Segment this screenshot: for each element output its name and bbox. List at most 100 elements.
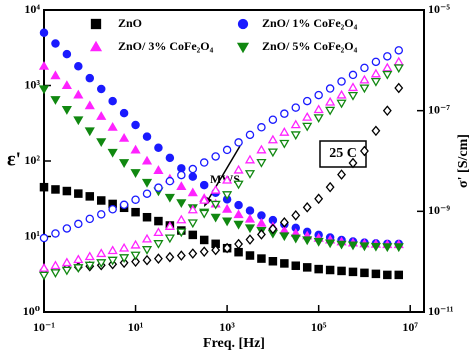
data-point — [348, 267, 358, 277]
data-point — [176, 250, 186, 261]
data-point — [164, 234, 175, 244]
data-point — [394, 46, 404, 55]
data-point — [141, 246, 153, 255]
data-point — [96, 248, 107, 258]
data-point — [51, 229, 60, 238]
data-point — [96, 196, 106, 205]
data-point — [96, 84, 106, 94]
data-point — [199, 180, 209, 190]
y-tick-label: 10² — [24, 153, 40, 167]
data-point — [107, 256, 118, 266]
data-point — [359, 242, 370, 252]
data-point — [50, 96, 61, 105]
data-point — [73, 116, 84, 126]
data-point — [256, 229, 266, 240]
y2-tick-label: 10⁻⁷ — [428, 102, 450, 116]
data-point — [256, 158, 267, 168]
data-point — [234, 247, 243, 257]
data-point — [85, 214, 95, 224]
data-point — [119, 242, 130, 252]
data-point — [62, 224, 72, 233]
data-point — [107, 121, 118, 131]
data-point — [280, 259, 289, 268]
data-point — [233, 209, 244, 219]
data-point — [359, 74, 370, 84]
data-point — [188, 172, 198, 181]
data-point — [199, 194, 210, 204]
legend-marker — [236, 42, 250, 54]
data-point — [233, 164, 244, 174]
data-point — [222, 217, 233, 227]
data-point — [234, 138, 243, 147]
data-point — [62, 49, 72, 59]
data-point — [302, 202, 312, 213]
data-point — [244, 224, 256, 234]
data-point — [393, 56, 404, 66]
data-point — [165, 251, 175, 263]
data-point — [199, 209, 210, 219]
data-point — [325, 265, 335, 275]
data-point — [244, 213, 256, 223]
data-point — [96, 138, 107, 147]
data-point — [222, 203, 233, 213]
data-point — [131, 120, 140, 130]
data-point — [244, 154, 256, 164]
data-point — [360, 268, 369, 278]
data-point — [176, 199, 187, 208]
data-point — [141, 178, 153, 188]
data-point — [153, 165, 164, 174]
data-point — [233, 180, 244, 190]
data-point — [188, 230, 198, 240]
data-point — [359, 145, 369, 157]
data-point — [222, 145, 232, 155]
data-point — [382, 105, 392, 117]
data-point — [302, 111, 313, 121]
data-point — [50, 70, 61, 80]
data-point — [347, 91, 359, 101]
data-point — [313, 237, 324, 247]
data-point — [84, 261, 95, 271]
data-point — [74, 61, 83, 71]
data-point — [62, 186, 72, 196]
x-tick-label: 10¹ — [128, 320, 144, 334]
data-point — [370, 77, 381, 87]
data-point — [119, 200, 129, 210]
data-point — [371, 125, 381, 137]
data-point — [394, 270, 404, 280]
data-point — [61, 80, 72, 90]
y-tick-label: 10⁰ — [23, 304, 40, 318]
legend-label: ZnO/ 1% CoFe₂O₄ — [262, 16, 358, 30]
data-point — [39, 233, 49, 243]
data-point — [336, 89, 347, 99]
data-point — [233, 220, 244, 230]
data-point — [279, 139, 290, 149]
data-point — [199, 158, 209, 167]
data-point — [394, 82, 404, 94]
data-point — [130, 251, 141, 261]
data-point — [313, 104, 324, 114]
data-point — [164, 193, 175, 203]
data-point — [257, 123, 266, 132]
data-point — [153, 253, 163, 264]
data-point — [153, 240, 164, 249]
data-point — [107, 148, 118, 158]
data-point — [291, 210, 301, 221]
data-point — [279, 232, 290, 242]
data-point — [222, 174, 233, 184]
data-point — [382, 62, 393, 72]
data-point — [360, 63, 369, 73]
data-point — [393, 243, 404, 253]
data-point — [39, 182, 49, 192]
data-point — [50, 269, 61, 278]
x-tick-label: 10⁵ — [311, 320, 327, 334]
data-point — [73, 89, 84, 99]
data-point — [51, 39, 60, 48]
data-point — [382, 243, 393, 253]
data-point — [245, 206, 255, 215]
data-point — [337, 77, 346, 86]
data-point — [39, 28, 49, 37]
x-tick-label: 10³ — [219, 320, 235, 334]
data-point — [211, 152, 220, 161]
data-point — [131, 195, 140, 204]
